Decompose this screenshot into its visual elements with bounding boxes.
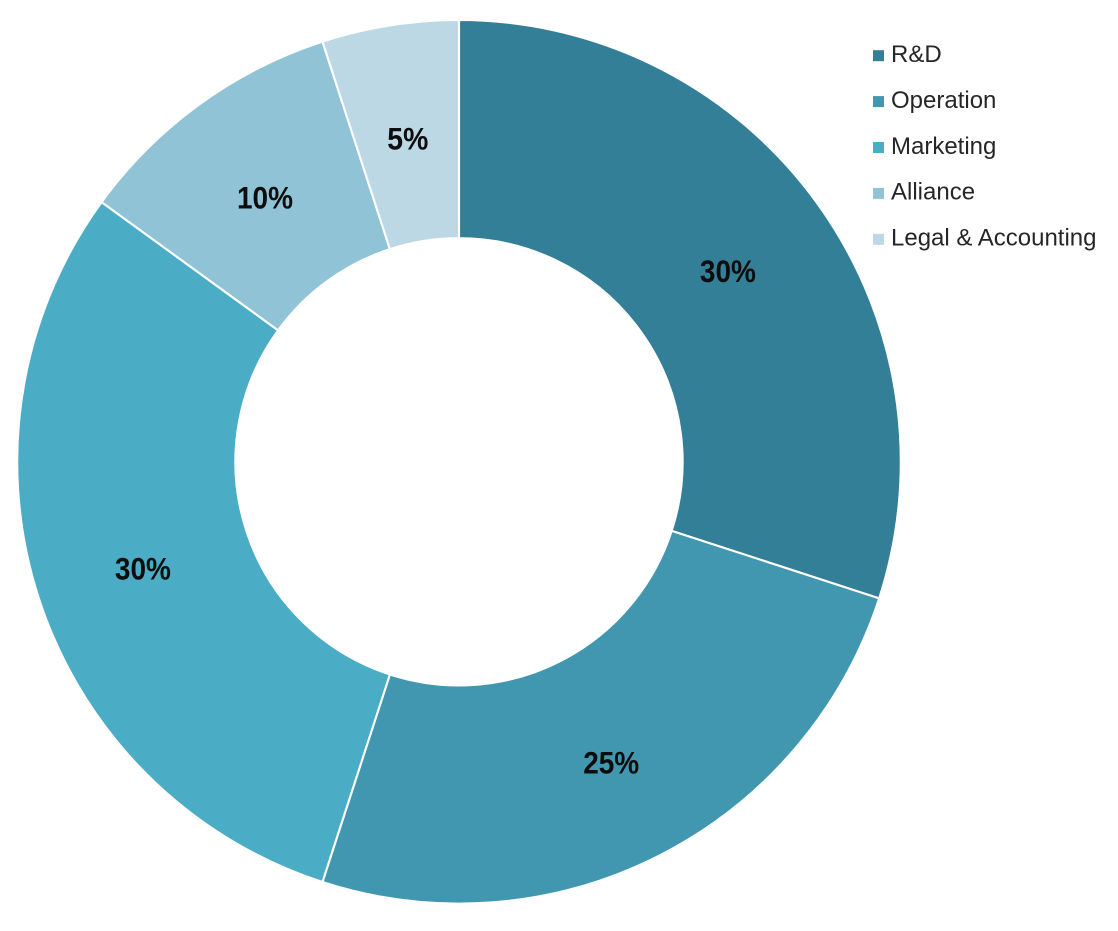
- svg-text:10%: 10%: [237, 179, 293, 215]
- svg-text:25%: 25%: [583, 745, 639, 781]
- svg-text:Alliance: Alliance: [891, 179, 975, 206]
- svg-text:30%: 30%: [115, 550, 171, 586]
- svg-text:30%: 30%: [700, 253, 756, 289]
- svg-text:Legal & Accounting: Legal & Accounting: [891, 225, 1097, 252]
- svg-text:Marketing: Marketing: [891, 133, 996, 160]
- svg-text:5%: 5%: [387, 121, 428, 157]
- svg-text:R&D: R&D: [891, 41, 942, 68]
- svg-text:Operation: Operation: [891, 87, 996, 114]
